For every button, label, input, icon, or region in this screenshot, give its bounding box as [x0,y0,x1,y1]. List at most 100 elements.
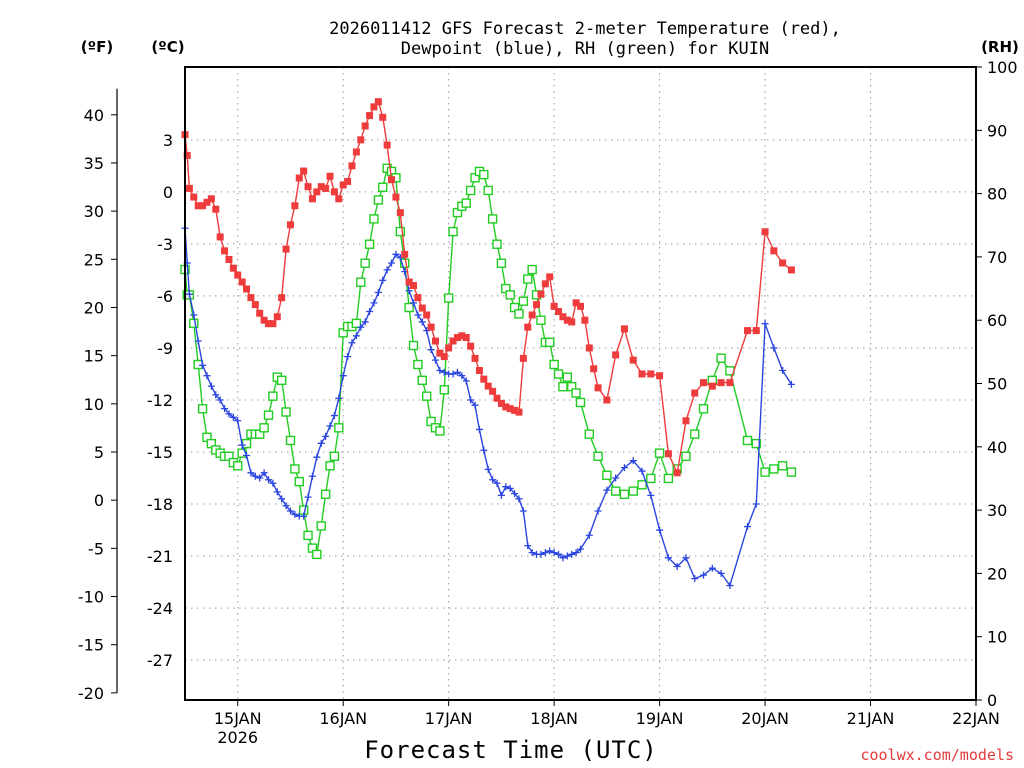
temperature-point [374,98,382,106]
dewpoint-point [502,483,510,491]
dewpoint-point [484,465,492,473]
temperature-point [229,264,237,272]
rh-point [610,486,621,496]
x-tick-label: 17JAN [425,709,473,728]
temperature-point [761,228,769,236]
rh-tick-label: 60 [987,311,1007,330]
dewpoint-point [511,490,519,498]
dewpoint-point [286,507,294,515]
rh-point [545,337,555,348]
temperature-point [515,408,523,416]
temperature-point [273,313,281,321]
temperature-point [480,375,488,383]
temperature-point [502,403,510,411]
temperature-point [445,344,453,352]
dewpoint-point [247,469,255,477]
dewpoint-point [203,372,211,380]
temperature-point [339,181,347,189]
dewpoint-point [572,549,580,557]
dewpoint-point [278,495,286,503]
temperature-point [585,344,593,352]
temperature-point [264,320,272,328]
chart-subtitle: Dewpoint (blue), RH (green) for KUIN [401,39,769,59]
rh-point [404,302,414,313]
rh-point [373,195,384,205]
dewpoint-point [524,542,532,550]
rh-point [549,359,559,370]
dewpoint-point [489,476,497,484]
chart-title: 2026011412 GFS Forecast 2-meter Temperat… [329,19,841,39]
rh-point [312,549,322,560]
dewpoint-point [458,372,466,380]
rh-point [505,290,515,300]
temperature-point [603,396,611,404]
rh-tick-label: 90 [987,121,1007,140]
fahrenheit-tick-label: 40 [84,106,104,125]
temperature-point [572,299,580,307]
dewpoint-point [629,457,637,465]
series-dewpoint [181,224,795,590]
dewpoint-point [414,311,422,319]
rh-point [435,426,445,436]
rh-tick-label: 100 [987,58,1018,77]
dewpoint-point [229,413,237,421]
plot-frame [184,66,977,701]
temperature-point [330,188,338,196]
dewpoint-point [471,401,479,409]
temperature-point [506,405,514,413]
dewpoint-point [216,396,224,404]
rh-point [742,435,753,446]
dewpoint-point [357,323,365,331]
temperature-point [234,271,242,279]
temperature-point [620,325,628,333]
rh-point [663,473,674,484]
temperature-point [243,285,251,293]
dewpoint-point [541,549,549,557]
celsius-tick-label: -6 [157,287,173,306]
dewpoint-point [291,510,299,518]
dewpoint-point [225,410,233,418]
temperature-point [300,167,308,175]
dewpoint-point [568,550,576,558]
rh-point [303,530,313,541]
dewpoint-point [370,299,378,307]
dewpoint-point [497,491,505,499]
dewpoint-point [585,531,593,539]
rh-point [492,239,502,249]
rh-tick-label: 50 [987,375,1007,394]
fahrenheit-tick-label: 25 [84,250,104,269]
temperature-point [348,162,356,170]
credit-text: coolwx.com/models [860,746,1014,764]
temperature-point [550,302,558,310]
temperature-point [462,334,470,342]
temperature-point [664,450,672,458]
temperature-point [779,259,787,267]
rh-point [698,404,709,414]
rh-tick-label: 10 [987,628,1007,647]
dewpoint-point [603,486,611,494]
temperature-point [787,266,795,274]
fahrenheit-tick-label: -20 [78,684,104,703]
rh-point [241,438,252,449]
dewpoint-point [691,575,699,583]
dewpoint-point [427,346,435,354]
dewpoint-point [326,422,334,430]
rh-point [483,185,493,196]
rh-point [448,226,458,237]
celsius-tick-label: -27 [147,651,173,670]
temperature-point [352,148,360,156]
rh-point [290,464,300,474]
temperature-point [484,382,492,390]
rh-point [276,375,287,386]
dewpoint-point [787,380,795,388]
dewpoint-point [361,318,369,326]
dewpoint-point [330,412,338,420]
temperature-point [717,379,725,387]
dewpoint-point [717,569,725,577]
x-tick-sublabel: 2026 [217,728,258,747]
temperature-point [524,323,532,331]
rh-point [619,489,630,499]
fahrenheit-tick-label: 35 [84,154,104,173]
temperature-point [304,183,312,191]
